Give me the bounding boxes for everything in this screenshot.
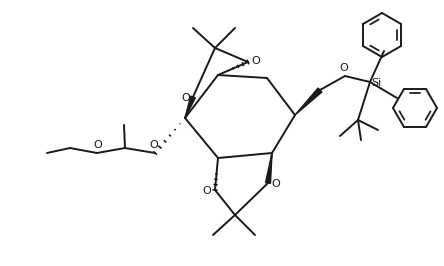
Text: O: O <box>94 140 103 150</box>
Text: O: O <box>182 93 190 103</box>
Text: O: O <box>202 186 211 196</box>
Text: O: O <box>252 56 260 66</box>
Text: O: O <box>272 179 280 189</box>
Text: O: O <box>150 140 159 150</box>
Text: O: O <box>340 63 349 73</box>
Polygon shape <box>266 153 272 183</box>
Polygon shape <box>295 88 322 115</box>
Polygon shape <box>185 96 195 118</box>
Text: Si: Si <box>371 78 381 88</box>
